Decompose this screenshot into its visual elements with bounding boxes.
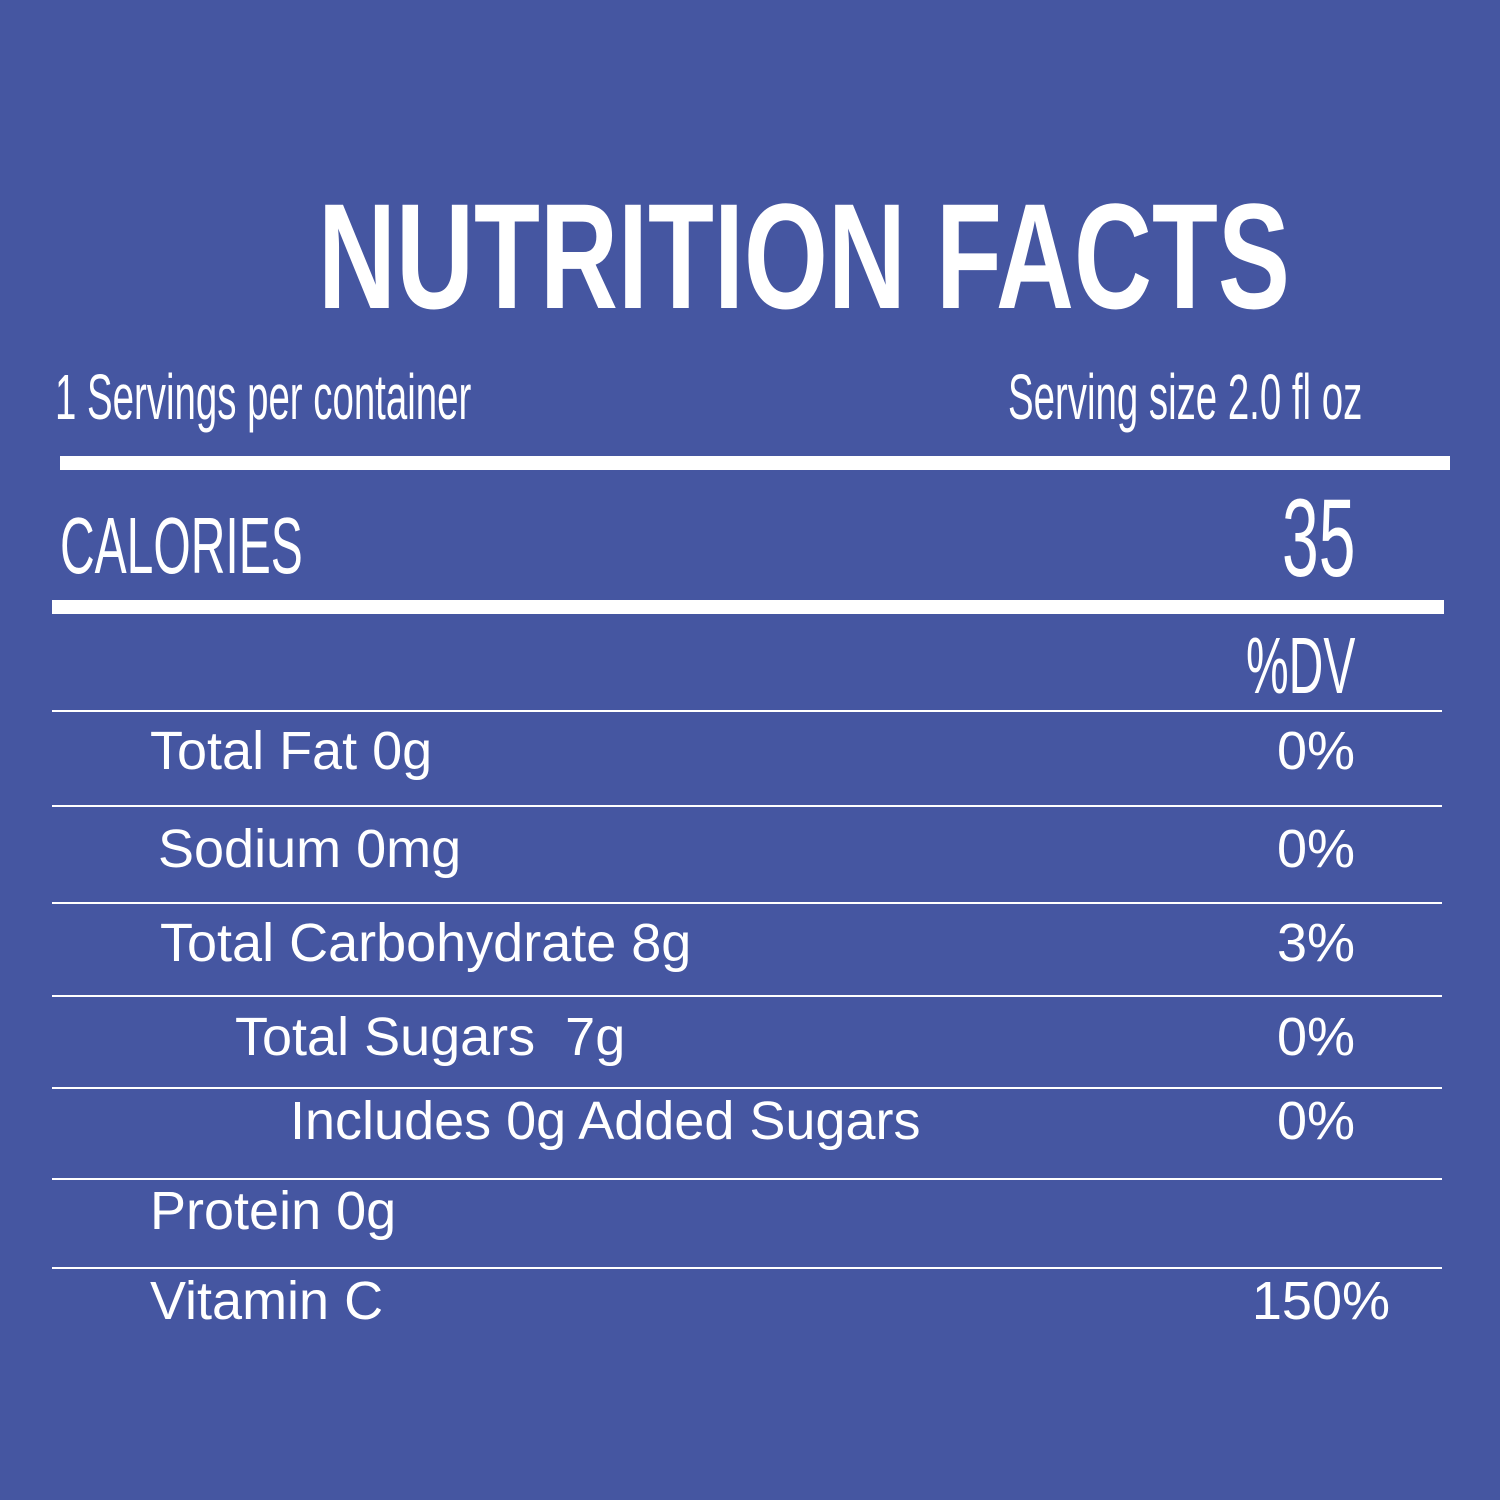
row-rule [52, 995, 1442, 997]
dv-value: 0% [1276, 819, 1355, 879]
rule [60, 456, 1450, 470]
nutrient: Total Sugars 7g [235, 1007, 626, 1067]
dv-value: 0% [1276, 1091, 1355, 1151]
nutrient: Vitamin C [150, 1271, 384, 1331]
nutrient: Total Carbohydrate 8g [160, 913, 692, 973]
dv-value: 0% [1276, 1007, 1355, 1067]
nutrient: Includes 0g Added Sugars [290, 1091, 921, 1151]
nutrient: Protein 0g [150, 1181, 397, 1241]
row-rule [52, 805, 1442, 807]
dv-header: %DV [1246, 621, 1356, 710]
row-rule [52, 902, 1442, 904]
row-rule [52, 1087, 1442, 1089]
row-rule [52, 710, 1442, 712]
calories-value: 35 [1282, 477, 1356, 600]
title: NUTRITION FACTS [318, 172, 1290, 340]
rule [52, 600, 1444, 614]
dv-value: 0% [1276, 721, 1355, 781]
nutrient: Total Fat 0g [150, 721, 433, 781]
servings: 1 Servings per container [55, 361, 472, 433]
calories-label: CALORIES [60, 501, 303, 590]
dv-value: 150% [1251, 1271, 1390, 1331]
dv-value: 3% [1276, 913, 1355, 973]
nutrient: Sodium 0mg [158, 819, 462, 879]
row-rule [52, 1178, 1442, 1180]
row-rule [52, 1267, 1442, 1269]
serving-size: Serving size 2.0 fl oz [1008, 361, 1363, 433]
